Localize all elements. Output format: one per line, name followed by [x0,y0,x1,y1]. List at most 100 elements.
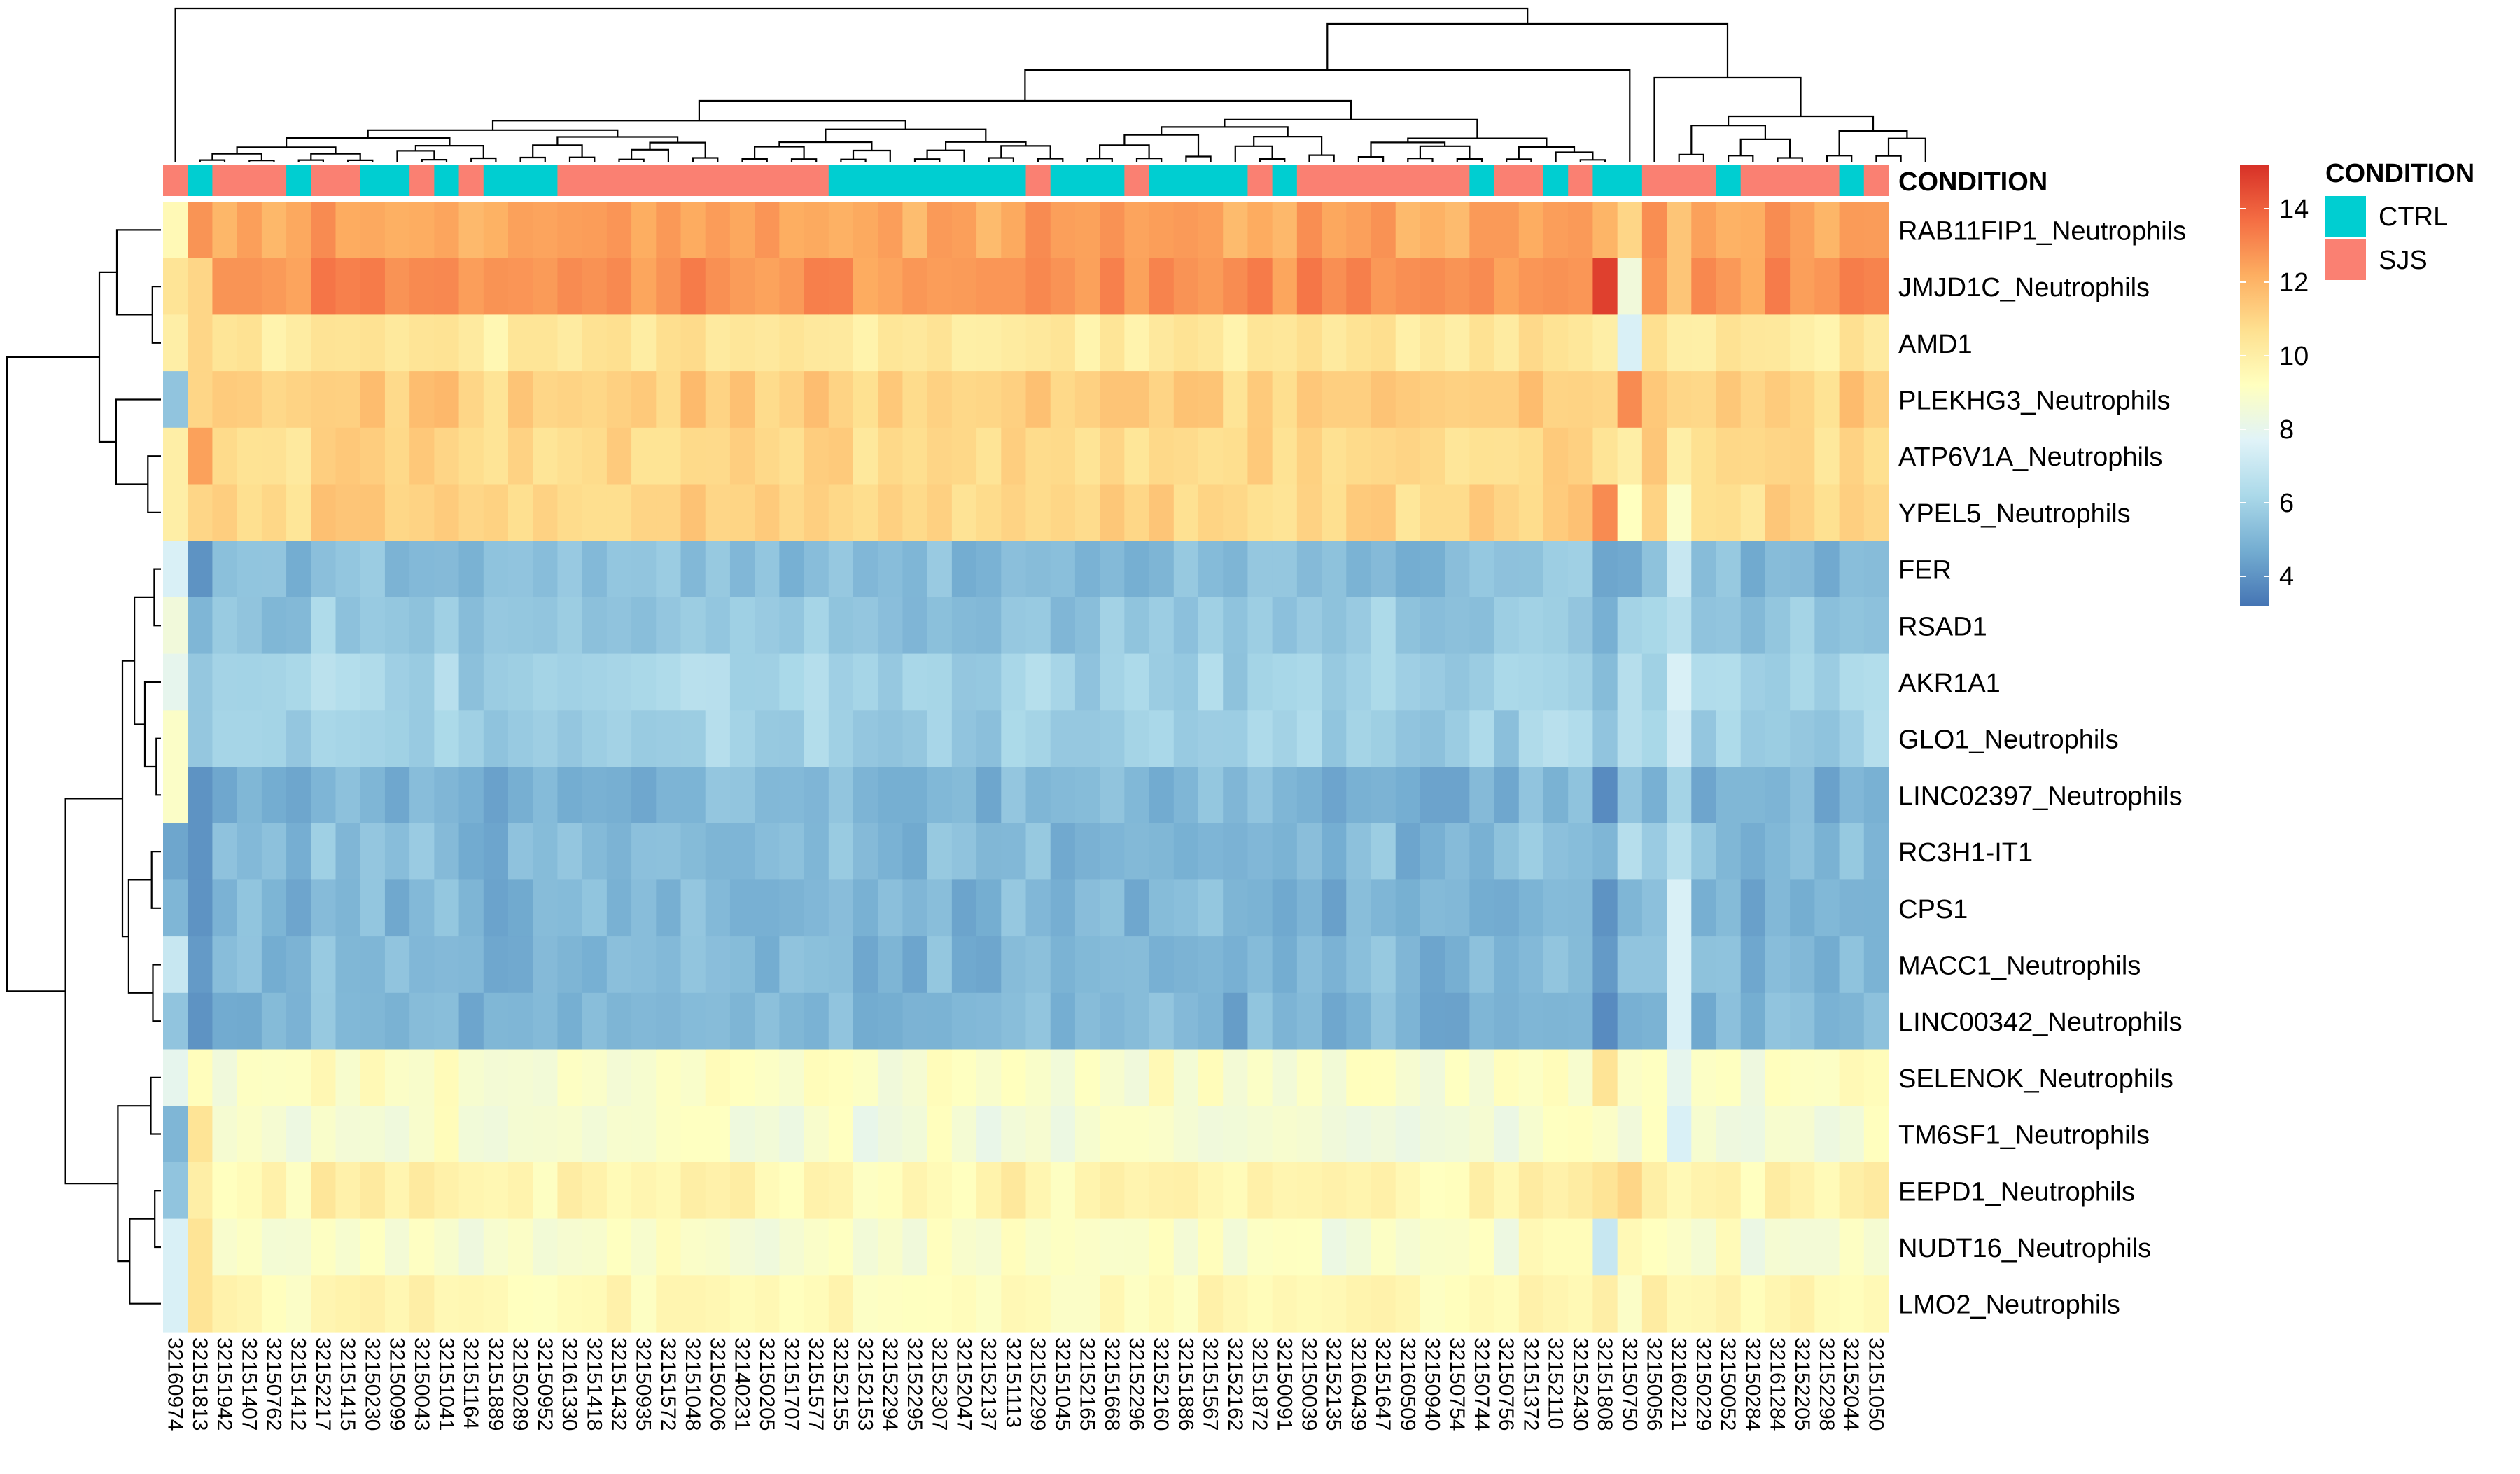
heatmap-cell [533,427,559,485]
heatmap-cell [1617,767,1643,824]
heatmap-cell [705,1218,731,1276]
row-dendrogram [6,229,161,1305]
heatmap-cell [1395,879,1421,937]
dendrogram-branch [129,1218,161,1305]
heatmap-cell [1346,992,1372,1050]
condition-annotation-cell [1026,165,1051,196]
heatmap-cell [582,710,608,767]
heatmap-cell [951,823,977,880]
heatmap-cell [853,653,878,711]
heatmap-cell [188,992,214,1050]
heatmap-cell [1173,1162,1199,1220]
heatmap-cell [1790,879,1815,937]
heatmap-cell [1592,1162,1618,1220]
heatmap-cell [804,1049,830,1106]
heatmap-cell [1691,992,1717,1050]
heatmap-cell [188,1049,214,1106]
heatmap-cell [1544,767,1569,824]
heatmap-cell [1322,936,1347,994]
heatmap-cell [1223,879,1249,937]
heatmap-cell [656,992,682,1050]
heatmap-cell [1001,258,1027,315]
heatmap-cell [1814,936,1840,994]
heatmap-cell [606,427,632,485]
dendrogram-branch [347,159,374,162]
heatmap-cell [1223,1049,1249,1106]
heatmap-cell [631,767,657,824]
heatmap-cell [483,936,509,994]
heatmap-cell [1568,879,1594,937]
heatmap-cell [1346,1049,1372,1106]
heatmap-cell [951,484,977,541]
heatmap-cell [384,1275,410,1333]
heatmap-cell [384,936,410,994]
heatmap-cell [902,202,928,259]
heatmap-cell [1074,1162,1100,1220]
heatmap-cell [1420,484,1446,541]
heatmap-cell [1050,258,1076,315]
heatmap-cell [804,427,830,485]
heatmap-cell [804,1106,830,1163]
heatmap-cell [1001,202,1027,259]
heatmap-cell [410,710,435,767]
heatmap-cell [680,202,706,259]
heatmap-cell [1149,879,1175,937]
heatmap-cell [804,767,830,824]
heatmap-cell [163,879,188,937]
heatmap-cell [458,1275,484,1333]
heatmap-cell [1445,314,1470,372]
heatmap-cell [1642,710,1667,767]
heatmap-cell [1223,484,1249,541]
heatmap-cell [1074,314,1100,372]
heatmap-cell [1223,427,1249,485]
heatmap-cell [1716,653,1742,711]
heatmap-cell [1346,653,1372,711]
heatmap-cell [828,879,854,937]
heatmap-cell [212,1162,238,1220]
heatmap-cell [533,484,559,541]
heatmap-cell [878,1162,904,1220]
heatmap-cell [705,1162,731,1220]
heatmap-cell [212,314,238,372]
column-label: 32150229 [1692,1337,1715,1431]
heatmap-cell [1469,1162,1495,1220]
heatmap-cell [483,597,509,655]
heatmap-cell [1617,936,1643,994]
heatmap-cell [680,879,706,937]
heatmap-cell [606,653,632,711]
heatmap-cell [1667,1162,1692,1220]
heatmap-cell [1765,1049,1791,1106]
column-label: 32151372 [1519,1337,1542,1431]
heatmap-cell [1445,936,1470,994]
heatmap-cell [1568,541,1594,598]
heatmap-cell [311,597,337,655]
heatmap-cell [1765,1275,1791,1333]
heatmap-cell [188,427,214,485]
heatmap-cell [360,597,386,655]
heatmap-cell [1247,371,1273,429]
heatmap-cell [1642,653,1667,711]
heatmap-cell [705,767,731,824]
heatmap-cell [1272,258,1298,315]
dendrogram-branch [1506,158,1532,162]
heatmap-cell [1568,823,1594,880]
heatmap-cell [828,1218,854,1276]
heatmap-cell [1839,879,1865,937]
heatmap-cell [878,484,904,541]
heatmap-cell [1223,653,1249,711]
heatmap-cell [1223,314,1249,372]
heatmap-cell [1272,371,1298,429]
heatmap-cell [237,1275,262,1333]
heatmap-cell [951,1218,977,1276]
heatmap-cell [360,879,386,937]
heatmap-cell [533,314,559,372]
heatmap-cell [656,710,682,767]
heatmap-cell [1198,1162,1224,1220]
condition-annotation-cell [163,165,188,196]
heatmap-cell [1149,936,1175,994]
dendrogram-branch [414,145,484,158]
heatmap-cell [582,541,608,598]
heatmap-cell [311,1275,337,1333]
heatmap-cell [410,541,435,598]
heatmap-cell [212,767,238,824]
